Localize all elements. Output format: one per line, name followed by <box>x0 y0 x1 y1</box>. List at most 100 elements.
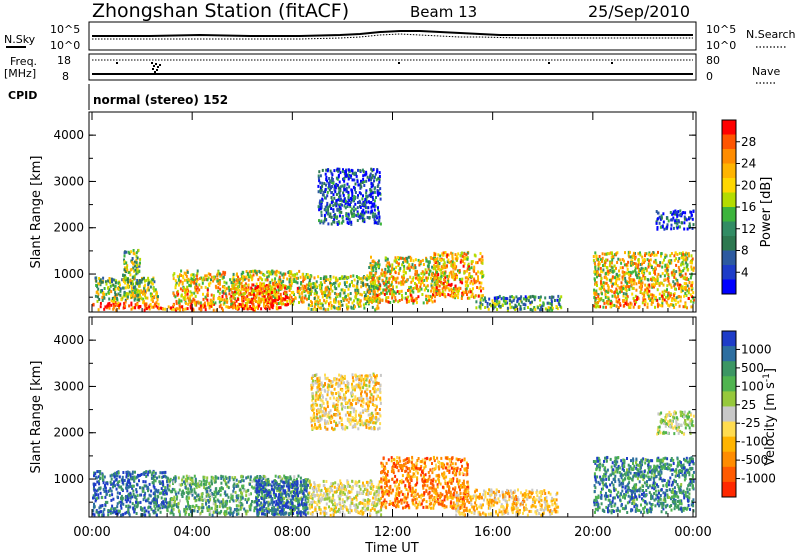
echo-cell <box>348 217 351 221</box>
echo-cell <box>138 264 141 268</box>
echo-cell <box>228 499 231 503</box>
echo-cell <box>525 299 528 303</box>
echo-cell <box>152 509 155 513</box>
echo-cell <box>368 193 371 197</box>
echo-cell <box>153 504 156 508</box>
echo-cell <box>354 202 357 206</box>
echo-cell <box>610 261 613 265</box>
echo-cell <box>130 286 133 290</box>
echo-cell <box>206 486 209 490</box>
echo-cell <box>155 290 158 294</box>
echo-cell <box>463 252 466 256</box>
echo-cell <box>375 267 378 271</box>
echo-cell <box>372 198 375 201</box>
echo-cell <box>330 215 333 219</box>
echo-cell <box>95 510 98 514</box>
echo-cell <box>251 275 254 279</box>
echo-cell <box>392 288 394 292</box>
echo-cell <box>612 270 615 273</box>
echo-cell <box>327 205 330 209</box>
echo-cell <box>643 290 646 294</box>
echo-cell <box>247 298 250 301</box>
echo-cell <box>412 290 415 294</box>
echo-cell <box>438 268 441 271</box>
echo-cell <box>321 292 324 296</box>
echo-cell <box>332 282 335 285</box>
echo-cell <box>670 227 673 231</box>
echo-cell <box>339 207 342 211</box>
echo-cell <box>467 277 470 281</box>
echo-cell <box>616 251 619 255</box>
echo-cell <box>471 275 474 279</box>
echo-cell <box>142 513 145 517</box>
echo-cell <box>289 276 292 280</box>
echo-cell <box>470 260 473 264</box>
colorbar-swatch <box>722 265 736 280</box>
echo-cell <box>177 283 180 287</box>
echo-cell <box>550 306 553 310</box>
echo-cell <box>166 509 169 513</box>
echo-cell <box>254 297 257 300</box>
echo-cell <box>392 285 394 289</box>
echo-cell <box>232 291 235 295</box>
echo-cell <box>630 261 633 265</box>
echo-cell <box>176 504 178 508</box>
echo-cell <box>240 286 243 290</box>
echo-cell <box>557 294 560 298</box>
echo-cell <box>139 257 142 261</box>
echo-cell <box>442 281 445 285</box>
echo-cell <box>288 289 291 292</box>
echo-cell <box>318 219 320 223</box>
echo-cell <box>108 489 111 493</box>
echo-cell <box>674 277 677 281</box>
echo-cell <box>249 300 252 304</box>
echo-cell <box>119 289 122 293</box>
echo-cell <box>369 264 372 267</box>
echo-cell <box>133 479 136 483</box>
echo-cell <box>93 504 96 508</box>
echo-cell <box>320 306 323 310</box>
echo-cell <box>274 272 277 276</box>
echo-cell <box>440 272 443 275</box>
echo-cell <box>118 485 121 489</box>
echo-cell <box>131 476 134 479</box>
echo-cell <box>594 268 597 272</box>
echo-cell <box>275 289 278 293</box>
echo-cell <box>285 478 288 482</box>
echo-cell <box>346 182 349 186</box>
echo-cell <box>179 305 181 309</box>
echo-cell <box>621 270 624 274</box>
echo-cell <box>623 263 626 267</box>
echo-cell <box>279 301 282 305</box>
echo-cell <box>635 282 638 286</box>
echo-cell <box>154 288 157 292</box>
echo-cell <box>140 289 143 293</box>
echo-cell <box>289 299 292 303</box>
echo-cell <box>661 301 664 305</box>
echo-cell <box>262 297 265 301</box>
echo-cell <box>192 273 195 277</box>
echo-cell <box>481 294 484 298</box>
nsky-tick-bottom: 10^0 <box>50 39 80 52</box>
echo-cell <box>441 266 444 270</box>
echo-cell <box>292 291 295 295</box>
echo-cell <box>656 227 659 231</box>
echo-cell <box>509 299 512 303</box>
echo-cell <box>302 300 305 304</box>
echo-cell <box>245 286 247 290</box>
echo-cell <box>117 281 120 285</box>
echo-cell <box>544 296 547 300</box>
echo-cell <box>680 221 683 225</box>
echo-cell <box>364 294 366 298</box>
echo-cell <box>234 283 237 287</box>
echo-cell <box>534 295 537 299</box>
echo-cell <box>595 273 598 276</box>
echo-cell <box>327 181 330 185</box>
echo-cell <box>184 297 187 301</box>
echo-cell <box>663 289 666 293</box>
echo-cell <box>319 207 322 211</box>
echo-cell <box>452 276 455 280</box>
echo-cell <box>302 279 305 283</box>
echo-cell <box>118 304 121 307</box>
echo-cell <box>343 188 346 192</box>
